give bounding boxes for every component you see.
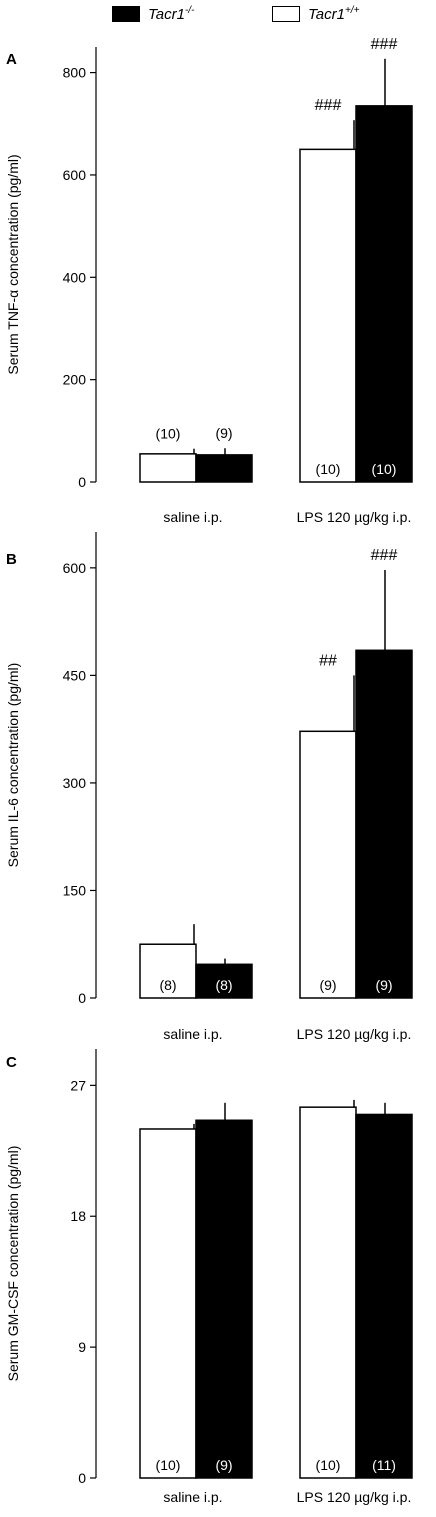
n-label: (10) (316, 461, 341, 477)
n-label: (9) (215, 425, 232, 441)
y-tick-label: 0 (78, 990, 86, 1006)
legend-item-wildtype: Tacr1+/+ (272, 4, 359, 24)
n-label: (10) (156, 1457, 181, 1473)
legend-name-wildtype: Tacr1 (308, 6, 345, 23)
group-label: LPS 120 µg/kg i.p. (297, 509, 412, 525)
panel-label: B (6, 551, 17, 568)
panel-label: C (6, 1054, 17, 1071)
y-axis-label: Serum TNF-α concentration (pg/ml) (5, 154, 21, 374)
panel-B: B 0 150 300 450 600 Serum IL-6 concentration (… (5, 532, 413, 1042)
n-label: (9) (375, 977, 392, 993)
legend: Tacr1-/- Tacr1+/+ (0, 0, 436, 32)
y-tick-label: 0 (78, 1470, 86, 1486)
y-tick-label: 600 (63, 560, 87, 576)
n-label: (11) (372, 1457, 396, 1473)
n-label: (10) (156, 426, 181, 442)
y-tick-label: 400 (63, 269, 87, 285)
bar (299, 1106, 357, 1479)
bar (195, 963, 253, 999)
bar (355, 1113, 413, 1479)
n-label: (9) (319, 977, 336, 993)
significance-label: ### (371, 547, 398, 564)
n-label: (10) (316, 1457, 341, 1473)
significance-label: ### (371, 36, 398, 53)
panel-C: C 0 9 18 27 Serum GM-CSF concentration (pg/ml… (5, 1049, 413, 1505)
legend-name-knockout: Tacr1 (148, 6, 185, 23)
y-tick-label: 200 (63, 372, 87, 388)
y-tick-label: 0 (78, 474, 86, 490)
panel-label: A (6, 51, 17, 68)
bar (139, 453, 197, 483)
legend-swatch-knockout (112, 6, 140, 22)
y-tick-label: 150 (63, 882, 87, 898)
bar (355, 105, 413, 483)
group-label: saline i.p. (163, 1489, 222, 1505)
bar (355, 649, 413, 999)
group-label: saline i.p. (163, 509, 222, 525)
y-tick-label: 800 (63, 65, 87, 81)
group-label: LPS 120 µg/kg i.p. (297, 1489, 412, 1505)
y-tick-label: 9 (78, 1339, 86, 1355)
y-axis-label: Serum IL-6 concentration (pg/ml) (5, 663, 21, 868)
bar (299, 730, 357, 999)
group-label: LPS 120 µg/kg i.p. (297, 1026, 412, 1042)
y-tick-label: 600 (63, 167, 87, 183)
bar (139, 943, 197, 999)
panel-A: A 0 200 400 600 800 Serum TNF-α concentration … (5, 36, 413, 525)
bar (299, 148, 357, 483)
legend-sup-wildtype: +/+ (344, 5, 360, 16)
legend-swatch-wildtype (272, 6, 300, 22)
bar (139, 1128, 197, 1479)
y-tick-label: 300 (63, 775, 87, 791)
legend-item-knockout: Tacr1-/- (112, 4, 194, 24)
legend-label-wildtype: Tacr1+/+ (308, 5, 359, 23)
y-tick-label: 450 (63, 667, 87, 683)
legend-sup-knockout: -/- (184, 5, 195, 16)
significance-label: ## (319, 652, 337, 669)
y-tick-label: 18 (70, 1208, 86, 1224)
legend-label-knockout: Tacr1-/- (148, 5, 194, 23)
n-label: (8) (215, 977, 232, 993)
y-axis-label: Serum GM-CSF concentration (pg/ml) (5, 1146, 21, 1382)
significance-label: ### (315, 97, 342, 114)
n-label: (8) (159, 977, 176, 993)
n-label: (9) (215, 1457, 232, 1473)
bar (195, 454, 253, 483)
group-label: saline i.p. (163, 1026, 222, 1042)
y-tick-label: 27 (70, 1077, 86, 1093)
bar (195, 1119, 253, 1479)
n-label: (10) (372, 461, 397, 477)
